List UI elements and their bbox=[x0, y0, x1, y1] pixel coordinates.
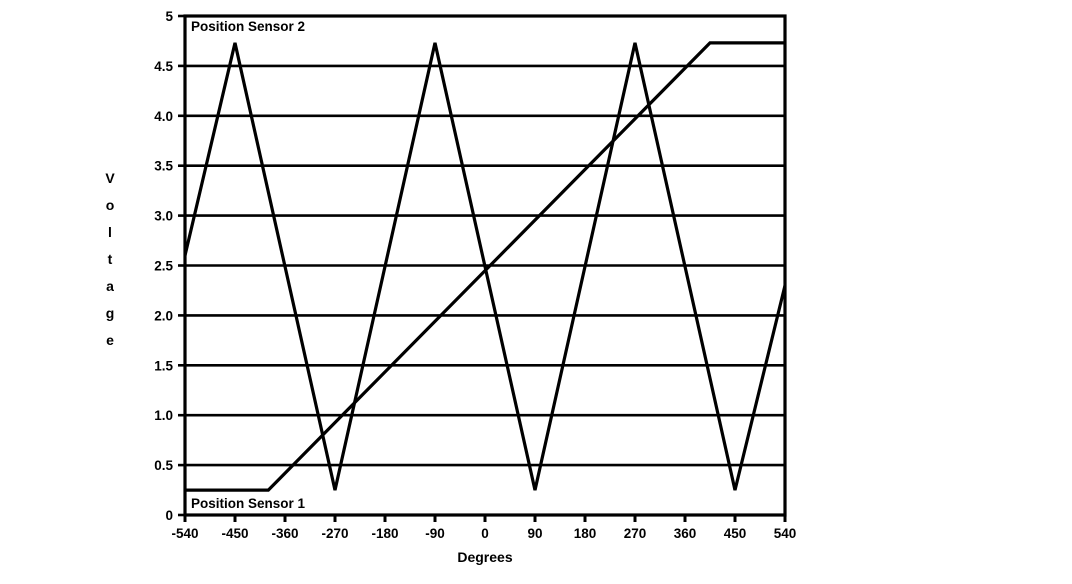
x-tick-label: 270 bbox=[624, 526, 647, 541]
y-tick-label: 1.0 bbox=[154, 408, 173, 423]
y-axis-label-letter: e bbox=[106, 332, 114, 348]
y-tick-label: 2.5 bbox=[154, 259, 173, 274]
y-tick-label: 5 bbox=[165, 9, 173, 24]
y-tick-label: 0 bbox=[165, 508, 173, 523]
y-tick-label: 2.0 bbox=[154, 308, 173, 323]
y-tick-label: 4.5 bbox=[154, 59, 173, 74]
y-axis-label-letter: V bbox=[105, 170, 115, 186]
y-axis-label-letter: l bbox=[108, 224, 112, 240]
x-tick-label: 450 bbox=[724, 526, 747, 541]
series-line-position-sensor-2 bbox=[183, 42, 787, 491]
x-axis-label: Degrees bbox=[457, 549, 513, 565]
y-tick-label: 4.0 bbox=[154, 109, 173, 124]
x-tick-label: -450 bbox=[221, 526, 248, 541]
y-axis-label-letter: o bbox=[105, 197, 115, 213]
x-tick-label: -270 bbox=[321, 526, 348, 541]
y-axis-label-letter: a bbox=[106, 278, 114, 294]
x-tick-label: -90 bbox=[425, 526, 445, 541]
series-label-position-sensor-2: Position Sensor 2 bbox=[191, 19, 306, 34]
x-tick-label: 360 bbox=[674, 526, 697, 541]
x-tick-label: -180 bbox=[371, 526, 398, 541]
x-tick-label: 540 bbox=[774, 526, 797, 541]
y-axis-label-letter: g bbox=[105, 305, 115, 321]
y-tick-label: 0.5 bbox=[154, 458, 173, 473]
x-tick-label: 0 bbox=[481, 526, 489, 541]
plot-border bbox=[183, 14, 787, 517]
series-line-position-sensor-1 bbox=[185, 41, 785, 492]
x-tick-label: -540 bbox=[171, 526, 198, 541]
y-tick-label: 3.0 bbox=[154, 209, 173, 224]
y-tick-label: 3.5 bbox=[154, 159, 173, 174]
x-tick-label: 180 bbox=[574, 526, 597, 541]
x-tick-label: -360 bbox=[271, 526, 298, 541]
x-tick-label: 90 bbox=[527, 526, 542, 541]
series-label-position-sensor-1: Position Sensor 1 bbox=[191, 496, 306, 511]
y-tick-label: 1.5 bbox=[154, 358, 173, 373]
y-axis-label-letter: t bbox=[107, 251, 113, 267]
